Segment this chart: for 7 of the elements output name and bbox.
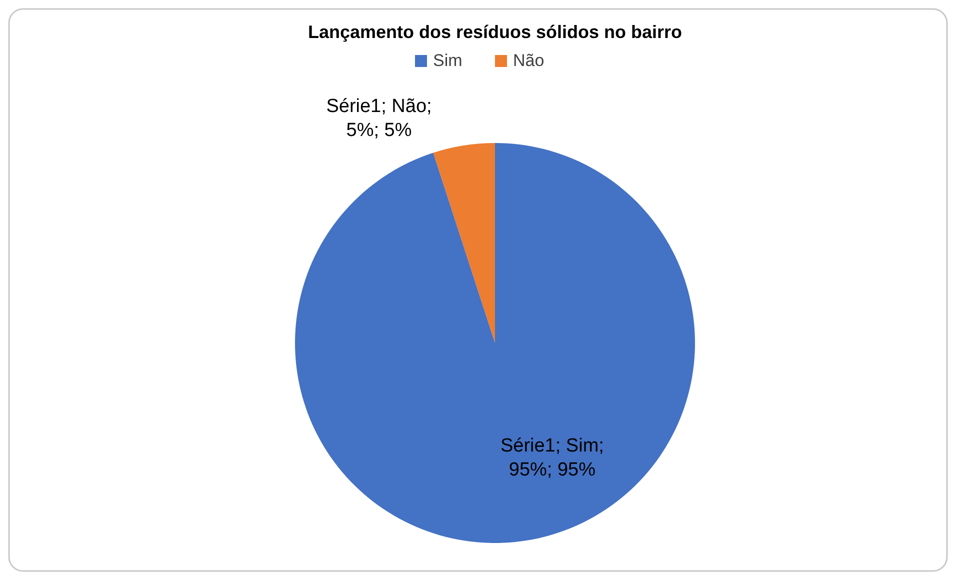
data-label: Série1; Não; 5%; 5% [326, 96, 432, 141]
legend-label: Sim [433, 51, 462, 70]
data-label: Série1; Sim; 95%; 95% [500, 436, 604, 481]
chart-title: Lançamento dos resíduos sólidos no bairro [308, 22, 682, 42]
pie-slice [295, 143, 695, 543]
pie-slice [433, 143, 495, 343]
legend-label: Não [513, 51, 544, 70]
